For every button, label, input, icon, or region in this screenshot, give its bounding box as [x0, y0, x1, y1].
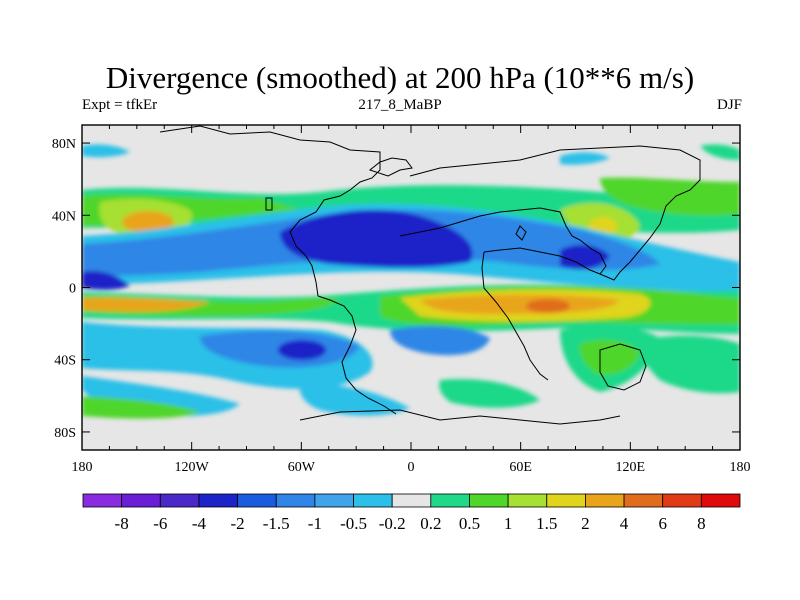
- lon-tick-label: 60E: [509, 460, 532, 475]
- lat-tick-label: 40S: [54, 354, 76, 369]
- colorbar: -8 -6 -4 -2 -1.5 -1 -0.5 -0.2 0.2 0.5 1 1.5 2 4 6 8: [82, 493, 741, 533]
- colorbar-label: -0.2: [379, 514, 406, 533]
- africa-outline: [481, 251, 549, 381]
- colorbar-label: -0.5: [340, 514, 367, 533]
- colorbar-swatch: [314, 493, 354, 508]
- contour-arctic-east-positive: [700, 144, 740, 160]
- contour-central-pacific-positive: [82, 297, 210, 312]
- antarctica-outline: [299, 409, 621, 425]
- run-label: 217_8_MaBP: [358, 97, 442, 113]
- colorbar-swatch: [391, 493, 432, 508]
- contour-south-pacific-positive: [640, 335, 740, 394]
- lon-tick-label: 0: [408, 460, 415, 475]
- colorbar-label: 4: [620, 514, 629, 533]
- lon-tick-label: 60W: [288, 460, 316, 475]
- colorbar-label: 1: [504, 514, 513, 533]
- australia-outline: [599, 343, 647, 391]
- colorbar-swatch: [121, 493, 161, 508]
- colorbar-swatch: [585, 493, 625, 508]
- season-label: DJF: [716, 97, 742, 113]
- colorbar-label: -4: [192, 514, 207, 533]
- colorbar-swatch: [82, 493, 123, 508]
- experiment-label: Expt = tfkEr: [82, 97, 158, 113]
- caspian-outline: [515, 225, 527, 241]
- contour-dateline-negative: [82, 270, 130, 290]
- contour-southern-ocean-negative: [299, 383, 410, 416]
- colorbar-label: -1.5: [263, 514, 290, 533]
- colorbar-label: -1: [308, 514, 322, 533]
- colorbar-label: 0.5: [459, 514, 480, 533]
- europe-africa-outline: [399, 207, 607, 275]
- lon-tick-label: 120E: [616, 460, 646, 475]
- lat-tick-label: 80S: [54, 426, 76, 441]
- colorbar-label: -8: [115, 514, 129, 533]
- lon-tick-label: 180: [730, 460, 751, 475]
- lat-tick-label: 0: [69, 282, 76, 297]
- plot-title: Divergence (smoothed) at 200 hPa (10**6 …: [105, 60, 695, 95]
- colorbar-swatch: [430, 493, 470, 508]
- contour-sh-strong-negative: [278, 340, 326, 360]
- colorbar-swatch: [353, 493, 393, 508]
- contour-south-atlantic-negative: [390, 325, 490, 356]
- contour-indian-strong-negative: [560, 244, 610, 270]
- colorbar-swatch: [237, 493, 277, 508]
- contour-indian-ocean-core: [526, 299, 570, 313]
- eurasia-outline: [409, 145, 701, 281]
- greenland-outline: [368, 157, 413, 177]
- contour-africa-asia-strong: [420, 294, 620, 314]
- north-america-outline: [159, 125, 381, 297]
- colorbar-label: 0.2: [420, 514, 441, 533]
- contour-nh-positive-east: [600, 177, 740, 216]
- colorbar-label: 6: [658, 514, 667, 533]
- contour-high-south-positive: [439, 378, 540, 408]
- colorbar-label: -6: [153, 514, 167, 533]
- contour-tropical-strong-negative: [280, 209, 473, 268]
- contour-arctic-negative: [82, 144, 130, 158]
- colorbar-label: 2: [581, 514, 590, 533]
- colorbar-label: -2: [231, 514, 245, 533]
- colorbar-label: 1.5: [536, 514, 557, 533]
- colorbar-swatch: [159, 493, 200, 508]
- contour-south-indian-mid: [579, 339, 640, 375]
- latitude-ticks: 80N 40N 0 40S 80S: [52, 137, 740, 441]
- lon-tick-label: 120W: [175, 460, 210, 475]
- coastlines: [159, 125, 701, 425]
- colorbar-swatch: [469, 493, 509, 508]
- lat-tick-label: 40N: [52, 209, 76, 224]
- colorbar-swatch: [662, 493, 702, 508]
- contour-subantarctic-positive: [82, 396, 200, 419]
- colorbar-swatch: [507, 493, 548, 508]
- colorbar-swatch: [198, 493, 238, 508]
- south-america-outline: [317, 295, 397, 415]
- colorbar-label: 8: [697, 514, 706, 533]
- colorbar-swatch: [623, 493, 664, 508]
- lake-outline: [265, 197, 273, 211]
- lat-tick-label: 80N: [52, 137, 76, 152]
- colorbar-swatch: [546, 493, 586, 508]
- colorbar-swatch: [700, 493, 741, 508]
- colorbar-swatch: [275, 493, 316, 508]
- contour-pacific-core: [122, 211, 174, 233]
- contour-arctic-east-negative: [560, 152, 610, 165]
- divergence-field: [82, 125, 740, 450]
- longitude-ticks: 180 120W 60W 0 60E 120E 180: [72, 125, 751, 475]
- lon-tick-label: 180: [72, 460, 93, 475]
